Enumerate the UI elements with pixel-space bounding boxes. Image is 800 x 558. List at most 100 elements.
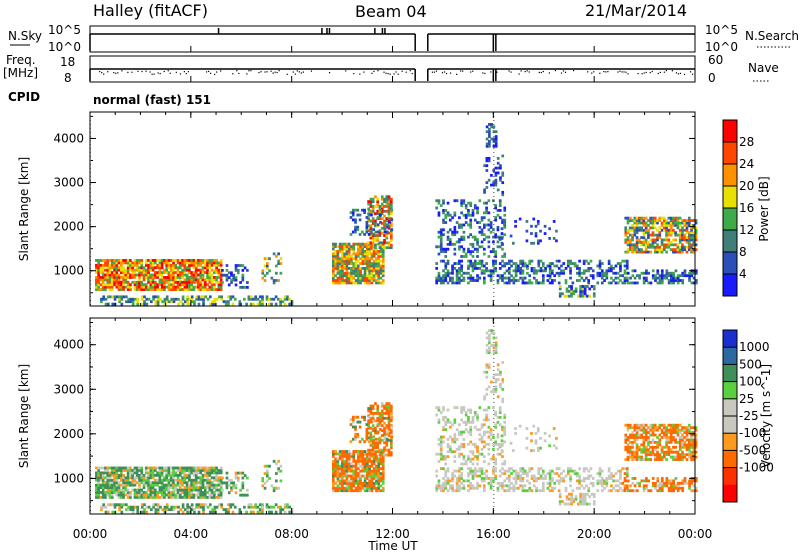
velocity-cell [469,484,472,487]
velocity-cell [141,511,144,514]
velocity-cell [195,484,198,487]
velocity-cell [629,448,632,451]
velocity-cell [186,474,189,477]
velocity-cell [200,506,203,509]
velocity-cell [109,481,112,484]
power-cell [377,279,380,282]
velocity-cell [501,482,504,485]
velocity-cell [341,465,344,468]
power-cell [127,266,130,269]
velocity-cell [384,438,387,441]
velocity-cell [519,479,522,482]
velocity-cell [481,441,484,444]
power-cell [352,243,355,246]
velocity-cell [261,479,264,482]
power-cell [512,282,515,285]
velocity-cell [95,474,98,477]
velocity-cell [190,496,193,499]
power-cell [526,230,529,233]
power-cell [382,272,385,275]
velocity-cell [530,432,533,435]
power-cell [197,264,200,267]
power-cell [444,214,447,217]
velocity-cell [116,503,119,506]
power-cell [170,274,173,277]
power-cell [152,266,155,269]
velocity-cell [467,455,470,458]
power-cell [483,279,486,282]
power-cell [208,276,211,279]
power-cell [120,266,123,269]
velocity-cell [465,460,468,463]
velocity-cell [560,479,563,482]
velocity-cell [334,465,337,468]
power-cell [174,264,177,267]
power-cell [372,228,375,231]
power-cell [352,211,355,214]
power-cell [337,245,340,248]
velocity-cell [515,477,518,480]
power-cell [188,283,191,286]
power-cell [606,272,609,275]
power-cell [677,279,680,282]
velocity-cell [159,481,162,484]
power-cell [107,295,110,298]
power-cell [587,269,590,272]
velocity-cell [558,475,561,478]
velocity-cell [206,469,209,472]
power-cell [681,274,684,277]
velocity-cell [565,487,568,490]
power-cell [571,282,574,285]
power-cell [182,303,185,306]
power-cell [481,272,484,275]
power-cell [366,252,369,255]
velocity-cell [346,457,349,460]
velocity-cell [663,436,666,439]
power-cell [234,298,237,301]
velocity-cell [341,484,344,487]
velocity-cell [273,487,276,490]
velocity-cell [537,472,540,475]
power-cell [230,281,233,284]
velocity-cell [371,489,374,492]
velocity-cell [134,489,137,492]
velocity-cell [368,487,371,490]
power-cell [456,269,459,272]
power-cell [465,253,468,256]
power-cell [366,265,369,268]
velocity-cell [499,409,502,412]
velocity-cell [497,482,500,485]
velocity-cell [626,467,629,470]
power-cell [125,274,128,277]
velocity-cell [115,484,118,487]
velocity-cell [512,449,515,452]
velocity-cell [355,479,358,482]
power-cell [138,276,141,279]
power-cell [188,276,191,279]
velocity-cell [122,494,125,497]
power-cell [647,241,650,244]
power-cell [508,272,511,275]
velocity-cell [120,467,123,470]
velocity-cell [106,484,109,487]
velocity-cell [583,487,586,490]
power-cell [592,277,595,280]
power-cell [633,219,636,222]
velocity-cell [199,491,202,494]
velocity-cell [636,431,639,434]
power-cell [364,257,367,260]
velocity-cell [355,460,358,463]
power-cell [568,295,571,298]
power-cell [202,303,205,306]
power-cell [372,217,375,220]
power-cell [136,288,139,291]
velocity-cell [161,484,164,487]
power-cell [442,202,445,205]
velocity-cell [553,487,556,490]
power-cell [481,233,484,236]
velocity-cell [368,465,371,468]
power-cell [366,260,369,263]
power-cell [528,260,531,263]
power-cell [451,216,454,219]
